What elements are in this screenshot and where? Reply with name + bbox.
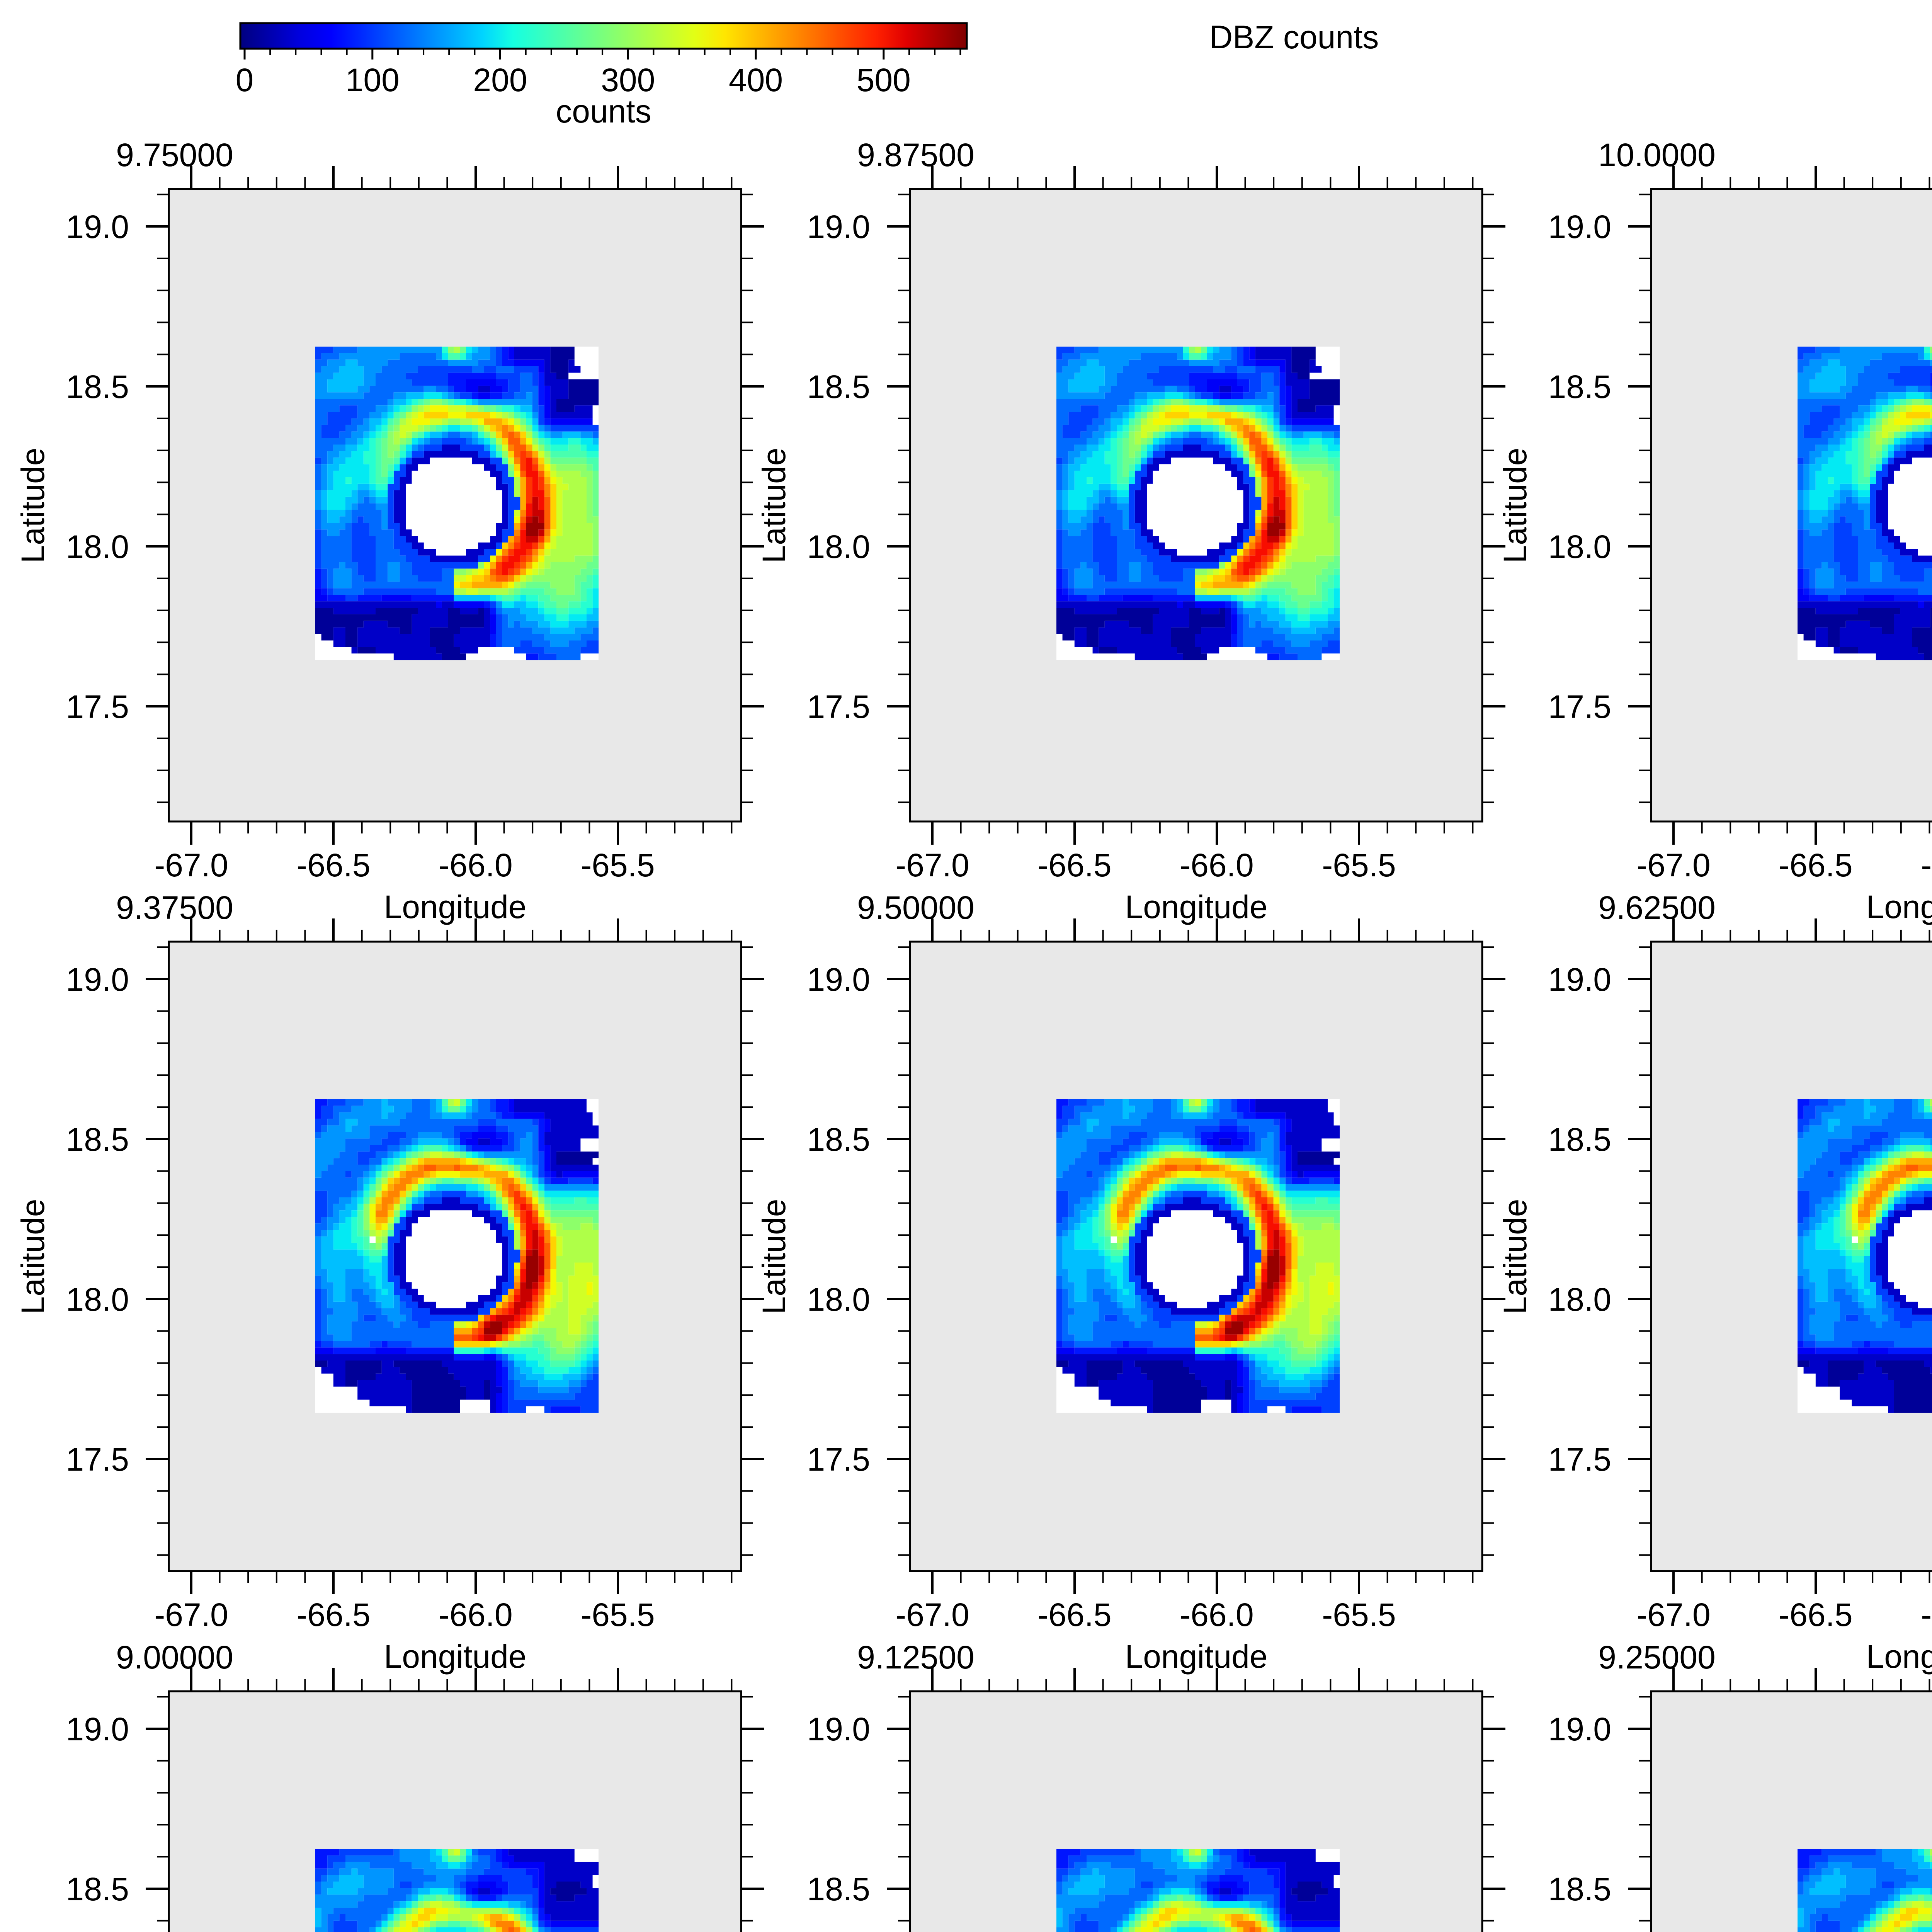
svg-text:Latitude: Latitude [1497, 1199, 1533, 1315]
svg-text:-66.0: -66.0 [439, 847, 512, 883]
svg-text:Longitude: Longitude [1125, 889, 1267, 925]
svg-text:-65.5: -65.5 [581, 1597, 655, 1633]
svg-text:9.00000: 9.00000 [116, 1639, 233, 1675]
svg-text:19.0: 19.0 [807, 961, 871, 998]
svg-text:17.5: 17.5 [807, 689, 871, 725]
svg-text:19.0: 19.0 [807, 209, 871, 245]
svg-text:19.0: 19.0 [807, 1711, 871, 1747]
svg-text:-67.0: -67.0 [895, 1597, 969, 1633]
svg-text:9.25000: 9.25000 [1598, 1639, 1716, 1675]
svg-text:19.0: 19.0 [66, 209, 129, 245]
svg-text:17.5: 17.5 [66, 689, 129, 725]
svg-text:10.0000: 10.0000 [1598, 137, 1716, 173]
svg-text:19.0: 19.0 [66, 1711, 129, 1747]
svg-text:17.5: 17.5 [807, 1441, 871, 1478]
svg-text:-66.5: -66.5 [296, 1597, 370, 1633]
svg-text:18.5: 18.5 [1548, 1121, 1612, 1158]
svg-text:-66.5: -66.5 [296, 847, 370, 883]
svg-text:9.87500: 9.87500 [857, 137, 975, 173]
svg-text:Latitude: Latitude [1497, 448, 1533, 563]
svg-text:18.0: 18.0 [66, 529, 129, 565]
svg-text:400: 400 [729, 62, 783, 98]
svg-text:DBZ counts: DBZ counts [1209, 19, 1379, 55]
svg-text:18.5: 18.5 [66, 369, 129, 405]
svg-text:9.62500: 9.62500 [1598, 889, 1716, 926]
svg-text:18.5: 18.5 [1548, 369, 1612, 405]
svg-text:-66.0: -66.0 [1921, 1597, 1932, 1633]
svg-text:300: 300 [601, 62, 655, 98]
svg-text:-66.5: -66.5 [1037, 1597, 1111, 1633]
svg-text:Longitude: Longitude [1866, 1638, 1932, 1675]
svg-text:Latitude: Latitude [756, 1199, 792, 1315]
svg-text:100: 100 [345, 62, 400, 98]
svg-text:counts: counts [556, 93, 651, 129]
svg-text:19.0: 19.0 [1548, 961, 1612, 998]
svg-text:-66.5: -66.5 [1037, 847, 1111, 883]
svg-text:-67.0: -67.0 [154, 1597, 228, 1633]
svg-text:-65.5: -65.5 [1322, 1597, 1396, 1633]
svg-text:-65.5: -65.5 [1322, 847, 1396, 883]
svg-text:-67.0: -67.0 [154, 847, 228, 883]
svg-text:-67.0: -67.0 [1636, 847, 1710, 883]
svg-text:Longitude: Longitude [384, 1638, 526, 1675]
svg-text:9.50000: 9.50000 [857, 889, 975, 926]
svg-text:19.0: 19.0 [1548, 1711, 1612, 1747]
svg-text:18.5: 18.5 [807, 1871, 871, 1907]
svg-text:-67.0: -67.0 [895, 847, 969, 883]
svg-text:18.5: 18.5 [807, 1121, 871, 1158]
svg-text:500: 500 [857, 62, 911, 98]
svg-text:17.5: 17.5 [66, 1441, 129, 1478]
svg-text:Longitude: Longitude [384, 889, 526, 925]
svg-text:9.75000: 9.75000 [116, 137, 233, 173]
svg-text:-65.5: -65.5 [581, 847, 655, 883]
svg-text:18.5: 18.5 [66, 1121, 129, 1158]
svg-text:-66.0: -66.0 [1921, 847, 1932, 883]
svg-text:18.0: 18.0 [807, 1281, 871, 1318]
svg-text:18.5: 18.5 [66, 1871, 129, 1907]
svg-text:19.0: 19.0 [66, 961, 129, 998]
svg-text:-66.5: -66.5 [1779, 1597, 1852, 1633]
svg-text:17.5: 17.5 [1548, 1441, 1612, 1478]
svg-text:18.0: 18.0 [66, 1281, 129, 1318]
svg-text:9.12500: 9.12500 [857, 1639, 975, 1675]
svg-text:-66.0: -66.0 [1180, 1597, 1253, 1633]
svg-text:-66.0: -66.0 [439, 1597, 512, 1633]
svg-text:-66.0: -66.0 [1180, 847, 1253, 883]
svg-text:Latitude: Latitude [756, 448, 792, 563]
svg-text:200: 200 [473, 62, 527, 98]
svg-text:18.5: 18.5 [807, 369, 871, 405]
svg-text:-66.5: -66.5 [1779, 847, 1852, 883]
svg-text:0: 0 [236, 62, 254, 98]
svg-text:9.37500: 9.37500 [116, 889, 233, 926]
svg-text:18.0: 18.0 [1548, 1281, 1612, 1318]
svg-text:18.0: 18.0 [807, 529, 871, 565]
svg-text:17.5: 17.5 [1548, 689, 1612, 725]
svg-text:18.0: 18.0 [1548, 529, 1612, 565]
svg-text:Longitude: Longitude [1125, 1638, 1267, 1675]
svg-text:Latitude: Latitude [15, 448, 51, 563]
svg-text:Longitude: Longitude [1866, 889, 1932, 925]
svg-text:18.5: 18.5 [1548, 1871, 1612, 1907]
svg-text:Latitude: Latitude [15, 1199, 51, 1315]
svg-text:-67.0: -67.0 [1636, 1597, 1710, 1633]
svg-text:19.0: 19.0 [1548, 209, 1612, 245]
